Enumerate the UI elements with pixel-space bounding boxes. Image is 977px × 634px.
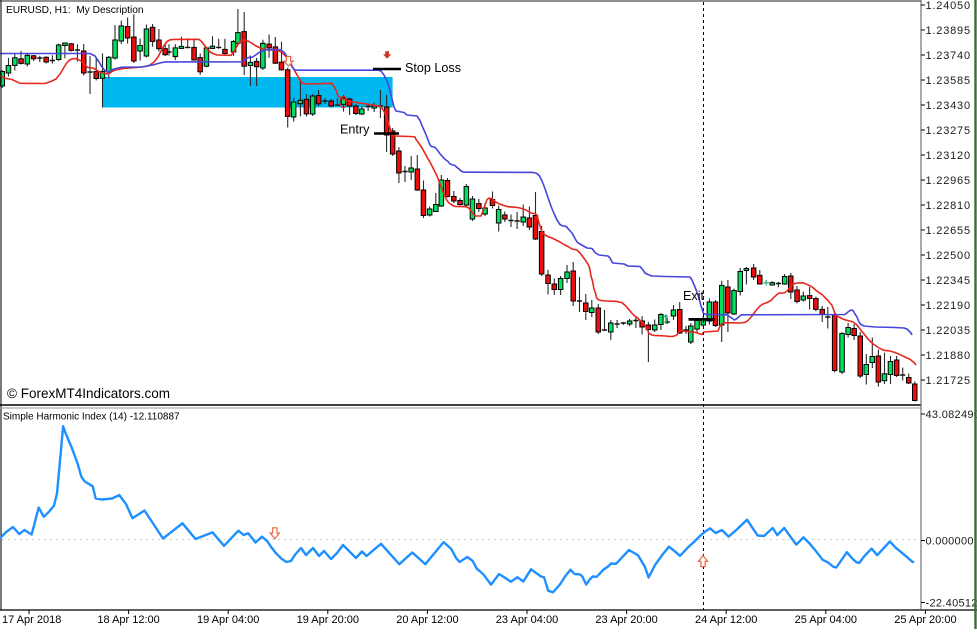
svg-text:20 Apr 12:00: 20 Apr 12:00 [396, 614, 458, 626]
svg-text:23 Apr 20:00: 23 Apr 20:00 [595, 614, 657, 626]
svg-text:Entry: Entry [340, 123, 370, 137]
svg-text:23 Apr 04:00: 23 Apr 04:00 [496, 614, 558, 626]
svg-text:© ForexMT4Indicators.com: © ForexMT4Indicators.com [7, 386, 170, 401]
svg-text:1.23120: 1.23120 [926, 150, 971, 162]
svg-text:1.21880: 1.21880 [926, 350, 971, 362]
svg-text:1.21725: 1.21725 [926, 375, 971, 387]
svg-text:17 Apr 2018: 17 Apr 2018 [2, 614, 61, 626]
svg-text:Simple Harmonic Index (14) -12: Simple Harmonic Index (14) -12.110887 [3, 412, 180, 423]
svg-text:25 Apr 20:00: 25 Apr 20:00 [894, 614, 956, 626]
svg-text:Stop Loss: Stop Loss [405, 61, 461, 75]
svg-text:1.22655: 1.22655 [926, 225, 971, 237]
svg-text:1.23585: 1.23585 [926, 75, 971, 87]
svg-text:24 Apr 12:00: 24 Apr 12:00 [695, 614, 757, 626]
svg-text:0.000000: 0.000000 [926, 536, 974, 548]
svg-text:1.22345: 1.22345 [926, 275, 971, 287]
svg-text:Exit: Exit [683, 289, 704, 303]
svg-text:25 Apr 04:00: 25 Apr 04:00 [795, 614, 857, 626]
svg-text:18 Apr 12:00: 18 Apr 12:00 [97, 614, 159, 626]
svg-text:19 Apr 20:00: 19 Apr 20:00 [297, 614, 359, 626]
svg-text:43.082490: 43.082490 [926, 409, 977, 421]
svg-text:1.24050: 1.24050 [926, 0, 971, 12]
svg-text:1.22810: 1.22810 [926, 200, 971, 212]
svg-text:19 Apr 04:00: 19 Apr 04:00 [197, 614, 259, 626]
svg-text:1.22035: 1.22035 [926, 325, 971, 337]
svg-text:1.23275: 1.23275 [926, 125, 971, 137]
svg-text:1.22190: 1.22190 [926, 300, 971, 312]
svg-text:1.23895: 1.23895 [926, 25, 971, 37]
svg-text:1.23430: 1.23430 [926, 100, 971, 112]
svg-text:-22.405122: -22.405122 [926, 598, 977, 610]
svg-text:1.22965: 1.22965 [926, 175, 971, 187]
svg-text:EURUSD, H1: My Description: EURUSD, H1: My Description [6, 5, 144, 16]
svg-text:1.22500: 1.22500 [926, 250, 971, 262]
svg-text:1.23740: 1.23740 [926, 50, 971, 62]
